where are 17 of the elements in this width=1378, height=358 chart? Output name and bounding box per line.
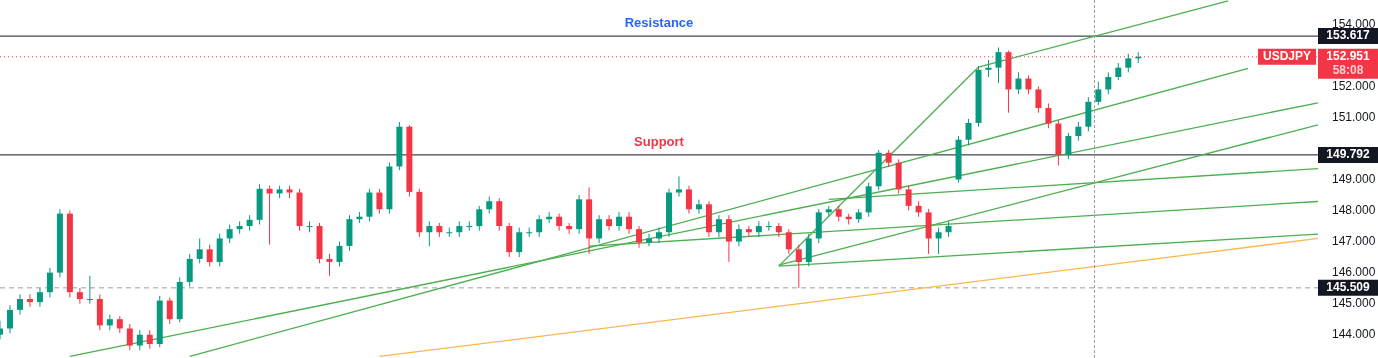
- annotation: USDJPY: [1262, 49, 1312, 64]
- y-tick-label: 154.000: [1332, 16, 1376, 31]
- ref-line-label: 145.509: [1326, 280, 1371, 295]
- y-tick-label: 152.000: [1332, 78, 1376, 93]
- annotation: Resistance: [624, 15, 694, 31]
- y-tick-label: 145.000: [1332, 295, 1376, 310]
- ref-line-label: 152.951: [1326, 49, 1371, 64]
- y-tick-label: 144.000: [1332, 327, 1376, 342]
- text: 58:08: [1332, 63, 1364, 78]
- ref-line-label: 149.792: [1326, 147, 1371, 162]
- y-tick-label: 146.000: [1332, 264, 1376, 279]
- y-tick-label: 149.000: [1332, 171, 1376, 186]
- y-tick-label: 147.000: [1332, 233, 1376, 248]
- annotation: Support: [634, 133, 685, 149]
- y-tick-label: 148.000: [1332, 202, 1376, 217]
- y-tick-label: 151.000: [1332, 109, 1376, 124]
- ref-line-label: 153.617: [1326, 28, 1371, 43]
